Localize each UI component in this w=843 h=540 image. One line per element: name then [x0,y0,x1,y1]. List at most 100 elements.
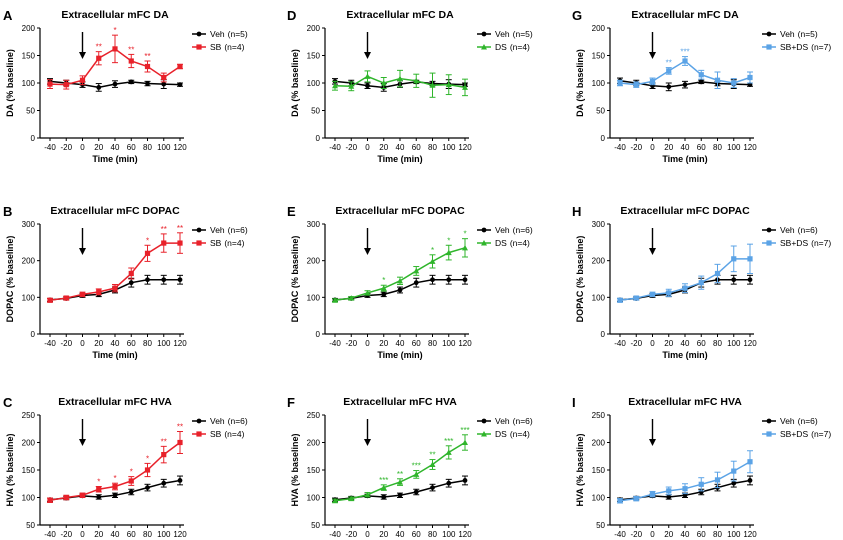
legend-label: Veh (n=5) [780,29,818,39]
x-tick-label: 60 [697,339,706,348]
y-axis-label: DA (% baseline) [290,49,300,117]
data-point [731,80,737,86]
series-SB: *** **SB (n=4) [47,224,245,303]
injection-arrow-head [364,439,371,446]
data-point [364,491,371,498]
significance-marker: ** [161,437,167,446]
significance-marker: ** [429,451,435,460]
legend-label: Veh (n=6) [210,416,248,426]
data-point [380,285,387,291]
legend-n-label: (n=4) [224,429,244,439]
data-point [365,83,370,89]
data-point [747,459,753,465]
data-point [177,478,183,483]
legend-series-name: SB+DS [780,429,808,439]
data-point [666,68,672,74]
legend-marker [766,227,772,233]
panel-letter: C [3,395,13,410]
data-point [633,295,639,301]
data-point [682,82,688,88]
x-tick-label: -40 [614,143,626,152]
data-point [112,46,118,52]
legend-label: Veh (n=6) [495,416,533,426]
data-point [161,480,167,486]
legend-label: Veh (n=5) [210,29,248,39]
legend-n-label: (n=6) [513,416,533,426]
data-point [381,494,387,500]
data-point [145,277,150,283]
significance-marker: * [146,454,149,463]
y-tick-label: 100 [307,293,321,302]
y-tick-label: 200 [22,439,36,448]
injection-arrow-head [364,52,371,59]
x-tick-label: 120 [743,143,757,152]
data-point [128,58,134,64]
legend-n-label: (n=6) [228,416,248,426]
data-point [128,489,134,495]
data-point [446,480,452,486]
y-axis-label: HVA (% baseline) [290,433,300,506]
legend-series-name: Veh [210,225,225,235]
y-tick-label: 150 [307,52,321,61]
legend-label: Veh (n=6) [780,416,818,426]
legend-n-label: (n=6) [513,225,533,235]
panel-letter: I [572,395,576,410]
x-tick-label: 20 [379,143,388,152]
x-tick-label: -40 [329,143,341,152]
y-tick-label: 150 [307,466,321,475]
panel-A: A Extracellular mFC DA 0 50 100 150 200 -40 -20 0… [3,8,248,164]
data-point [96,289,102,295]
data-point [380,484,387,491]
legend-series-name: Veh [780,29,795,39]
y-tick-label: 250 [22,411,36,420]
x-tick-label: 0 [365,530,370,539]
series-Veh: Veh (n=6) [332,416,533,503]
x-tick-label: 0 [80,530,85,539]
legend-label: SB+DS (n=7) [780,42,831,52]
legend-marker [766,431,772,437]
y-tick-label: 50 [26,521,35,530]
y-tick-label: 300 [307,220,321,229]
x-tick-label: 20 [379,339,388,348]
y-tick-label: 200 [307,24,321,33]
legend-n-label: (n=4) [224,238,244,248]
x-tick-label: 100 [442,143,456,152]
y-axis-label: DOPAC (% baseline) [575,236,585,323]
significance-marker: *** [379,476,388,485]
y-axis-label: DA (% baseline) [5,49,15,117]
data-point [128,79,134,85]
panel-I: I Extracellular mFC HVA50100150200250-40-… [572,395,831,539]
x-tick-label: 20 [664,530,673,539]
x-tick-label: 40 [396,530,405,539]
x-axis-label: Time (min) [92,154,137,164]
legend-n-label: (n=7) [811,42,831,52]
data-point [430,277,435,283]
x-tick-label: 60 [127,530,136,539]
legend-series-name: Veh [780,225,795,235]
data-point [112,492,118,498]
data-point [397,75,403,82]
panel-G: G Extracellular mFC DA 0 50 100 150 200 -40 -20 0… [572,8,831,164]
legend-series-name: Veh [780,416,795,426]
data-point [462,84,468,90]
data-point [731,480,737,486]
x-tick-label: -40 [329,530,341,539]
data-point [666,84,672,90]
x-tick-label: 0 [80,143,85,152]
x-tick-label: 80 [143,530,152,539]
x-axis-label: Time (min) [377,154,422,164]
x-tick-label: 60 [697,143,706,152]
x-tick-label: 120 [458,143,472,152]
legend-label: DS (n=4) [495,429,530,439]
legend-label: SB (n=4) [210,429,245,439]
significance-marker: * [97,478,100,487]
data-point [429,461,436,467]
significance-marker: * [113,26,116,35]
legend-n-label: (n=5) [513,29,533,39]
data-point [161,74,167,81]
x-tick-label: -40 [44,339,56,348]
x-tick-label: -20 [60,530,72,539]
data-point [145,485,150,490]
x-tick-label: -20 [345,339,357,348]
y-tick-label: 100 [592,494,606,503]
